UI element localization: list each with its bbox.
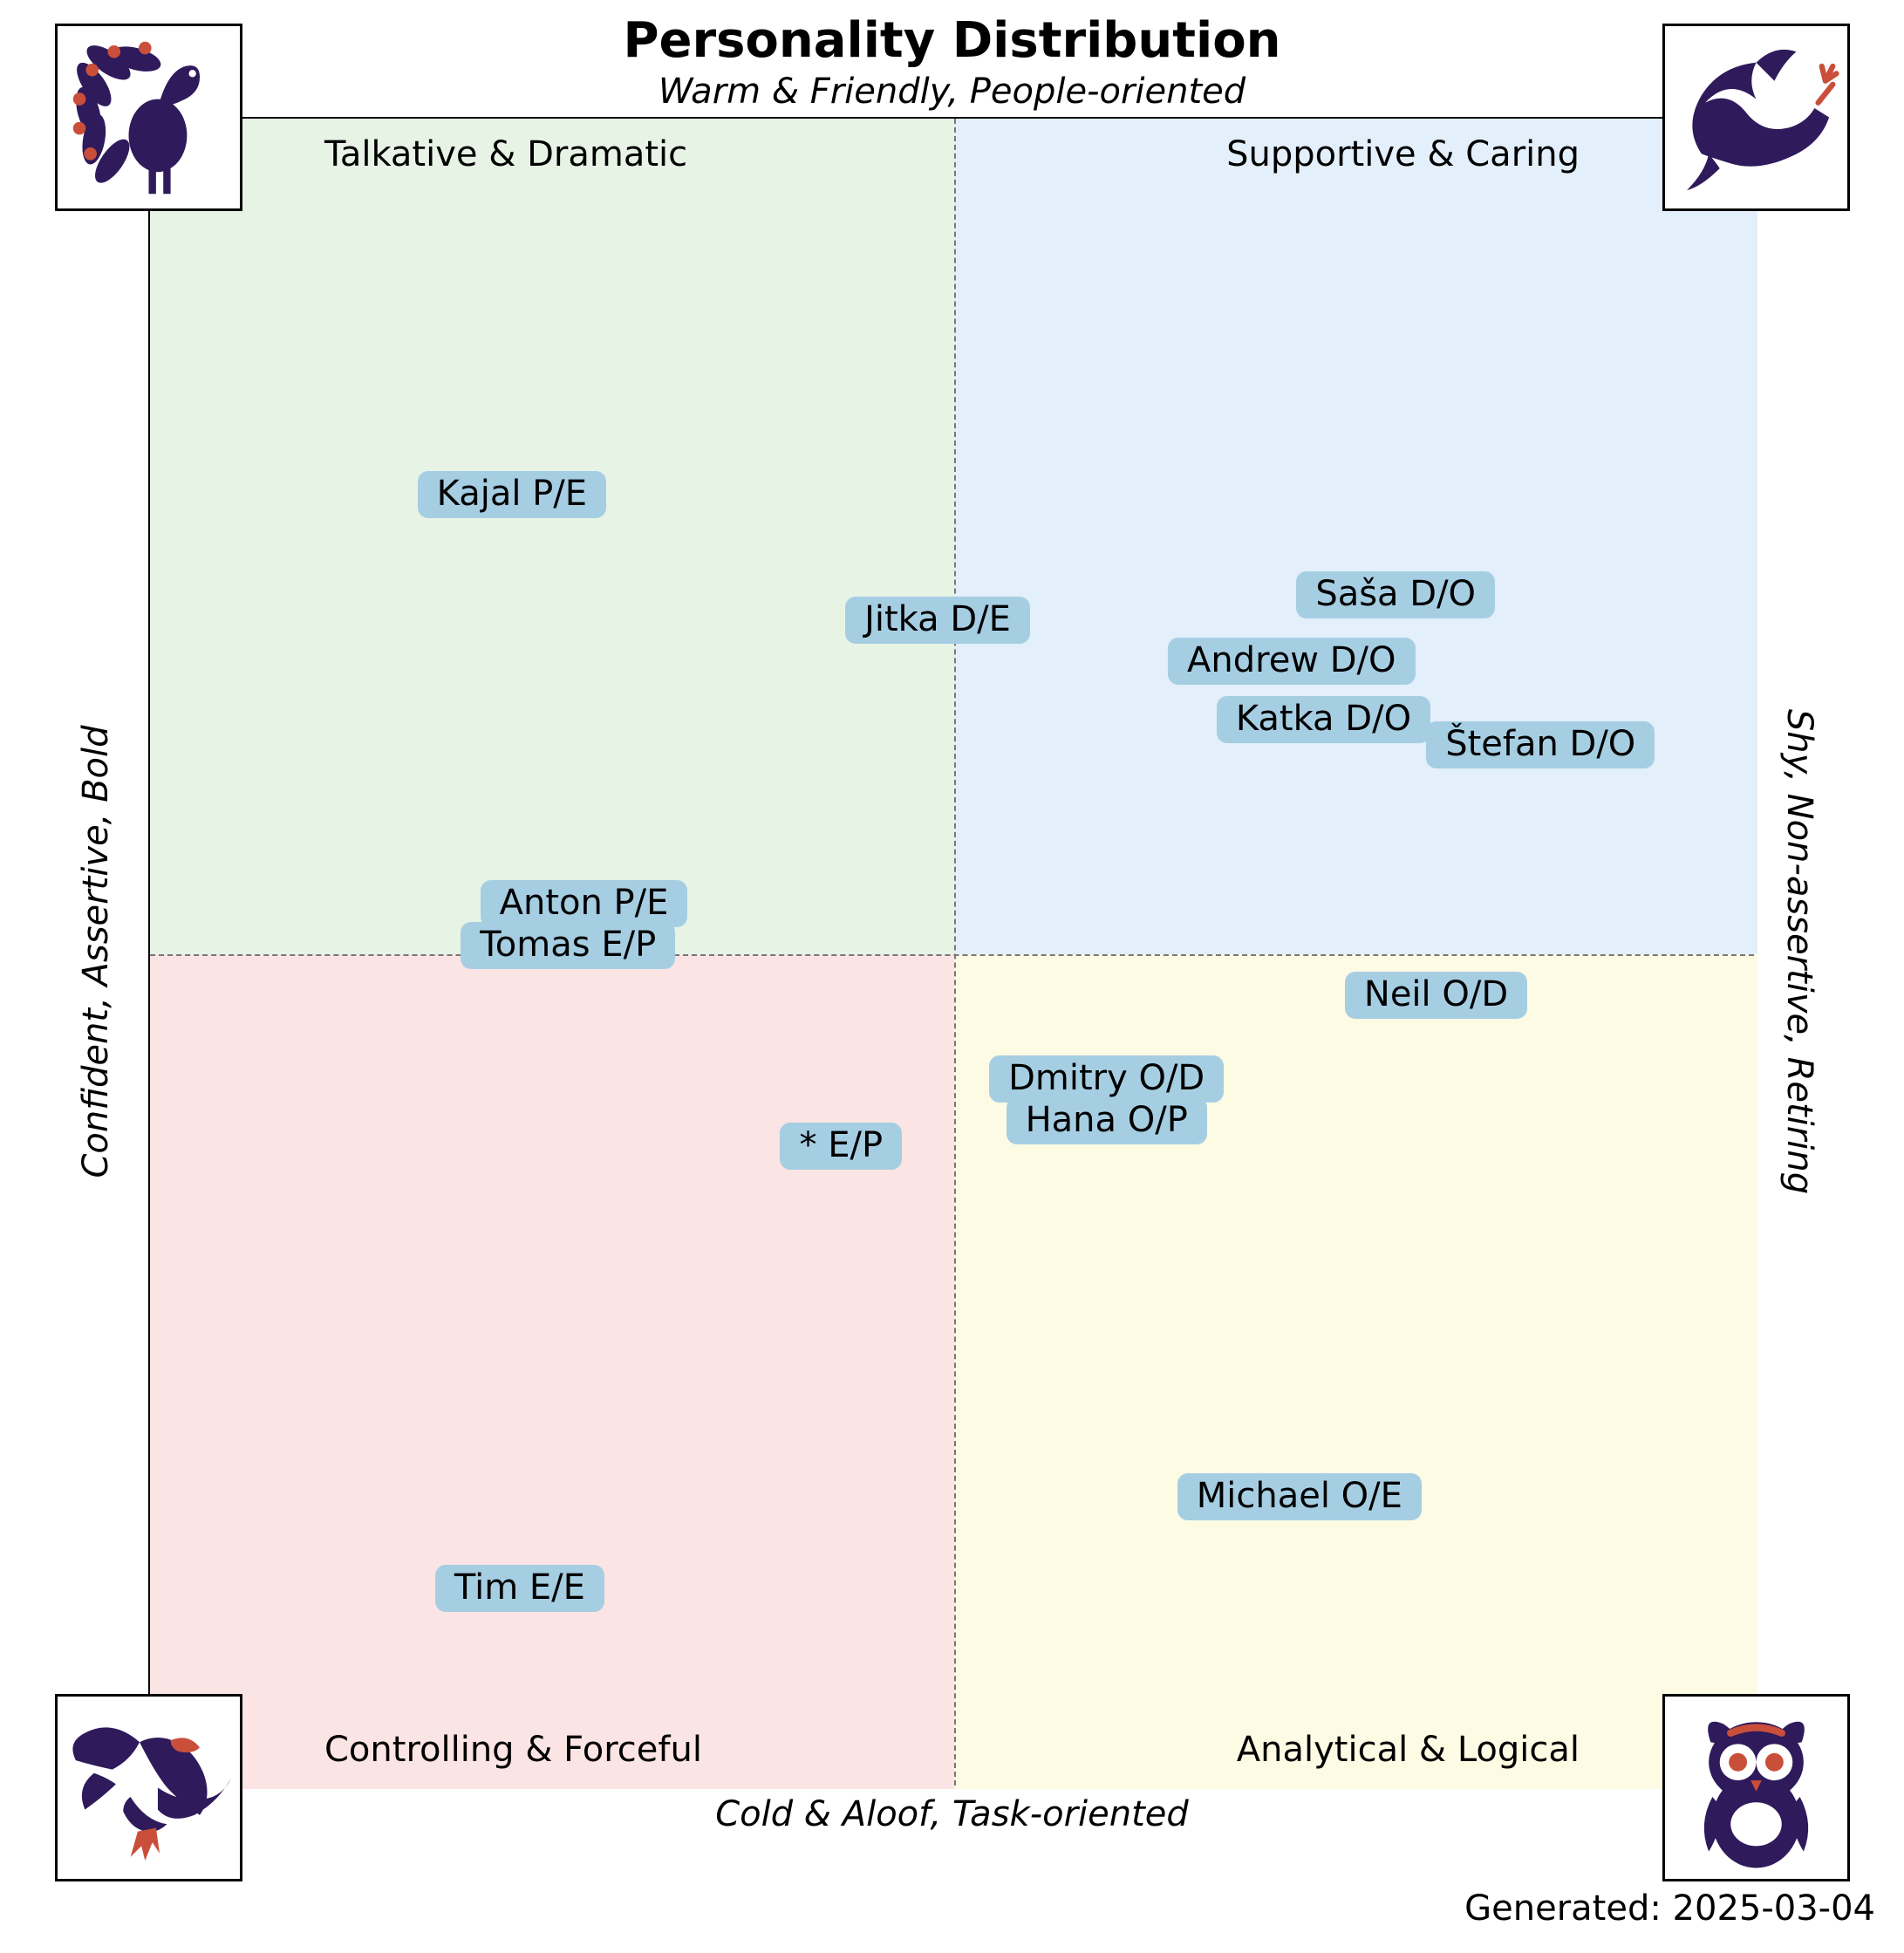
data-point: Andrew D/O bbox=[1168, 638, 1415, 685]
data-point: Jitka D/E bbox=[845, 597, 1030, 644]
vertical-gridline bbox=[954, 119, 956, 1786]
quadrant-top-right bbox=[954, 119, 1758, 954]
quadrant-plot: Talkative & Dramatic Supportive & Caring… bbox=[148, 117, 1756, 1787]
data-point: Tim E/E bbox=[435, 1565, 604, 1612]
generated-timestamp: Generated: 2025-03-04 bbox=[1464, 1888, 1875, 1929]
page-title: Personality Distribution bbox=[0, 12, 1904, 69]
data-point: Neil O/D bbox=[1345, 972, 1527, 1019]
bottom-axis-label: Cold & Aloof, Task-oriented bbox=[647, 1794, 1258, 1834]
horizontal-gridline bbox=[150, 954, 1754, 956]
quadrant-label-bottom-left: Controlling & Forceful bbox=[324, 1730, 702, 1770]
data-point: Tomas E/P bbox=[461, 922, 675, 969]
data-point: Michael O/E bbox=[1177, 1473, 1422, 1520]
right-axis-label: Shy, Non-assertive, Retiring bbox=[1779, 690, 1819, 1213]
data-point: Kajal P/E bbox=[418, 471, 606, 518]
quadrant-bottom-left bbox=[150, 954, 954, 1790]
quadrant-top-left bbox=[150, 119, 954, 954]
data-point: Katka D/O bbox=[1217, 696, 1430, 743]
data-point: Hana O/P bbox=[1007, 1097, 1207, 1144]
owl-icon bbox=[1662, 1694, 1850, 1881]
data-point: * E/P bbox=[780, 1123, 902, 1170]
dove-icon bbox=[1662, 24, 1850, 211]
peacock-icon bbox=[55, 24, 242, 211]
quadrant-label-bottom-right: Analytical & Logical bbox=[1237, 1730, 1580, 1770]
data-point: Dmitry O/D bbox=[989, 1055, 1224, 1103]
data-point: Štefan D/O bbox=[1426, 721, 1655, 768]
left-axis-label: Confident, Assertive, Bold bbox=[76, 707, 116, 1196]
quadrant-label-top-left: Talkative & Dramatic bbox=[324, 134, 687, 174]
quadrant-label-top-right: Supportive & Caring bbox=[1226, 134, 1580, 174]
eagle-icon bbox=[55, 1694, 242, 1881]
data-point: Anton P/E bbox=[481, 880, 688, 927]
data-point: Saša D/O bbox=[1296, 571, 1495, 618]
top-axis-label: Warm & Friendly, People-oriented bbox=[0, 72, 1904, 112]
